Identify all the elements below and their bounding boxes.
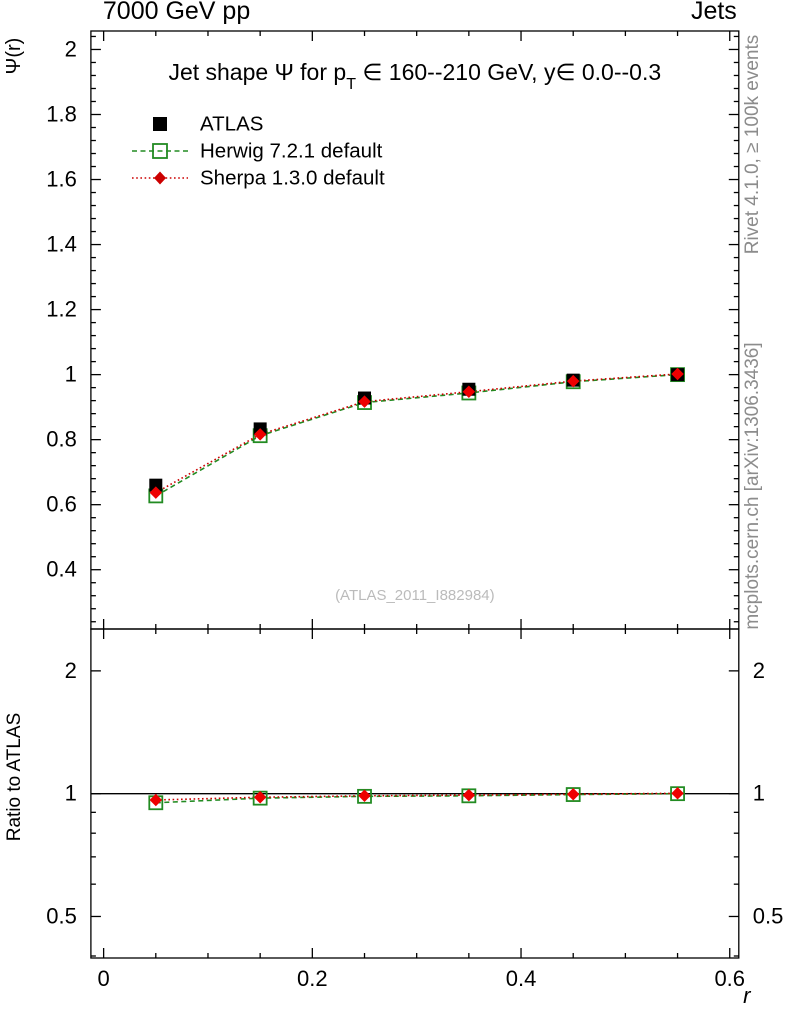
svg-text:0.4: 0.4 bbox=[506, 966, 537, 991]
svg-text:0: 0 bbox=[98, 966, 110, 991]
svg-text:2: 2 bbox=[753, 658, 765, 683]
svg-text:0.6: 0.6 bbox=[46, 492, 77, 517]
svg-text:1.8: 1.8 bbox=[46, 102, 77, 127]
svg-text:0.5: 0.5 bbox=[753, 903, 784, 928]
svg-text:mcplots.cern.ch [arXiv:1306.34: mcplots.cern.ch [arXiv:1306.3436] bbox=[742, 342, 763, 629]
svg-text:Ψ(r): Ψ(r) bbox=[3, 38, 25, 75]
svg-text:1: 1 bbox=[65, 781, 77, 806]
svg-text:1.2: 1.2 bbox=[46, 297, 77, 322]
svg-text:Rivet 4.1.0, ≥ 100k events: Rivet 4.1.0, ≥ 100k events bbox=[742, 35, 763, 255]
svg-text:1: 1 bbox=[753, 781, 765, 806]
svg-text:2: 2 bbox=[65, 658, 77, 683]
svg-text:0.6: 0.6 bbox=[714, 966, 745, 991]
svg-text:7000 GeV pp: 7000 GeV pp bbox=[103, 0, 250, 25]
svg-text:0.4: 0.4 bbox=[46, 557, 77, 582]
svg-text:1.6: 1.6 bbox=[46, 167, 77, 192]
svg-text:1.4: 1.4 bbox=[46, 232, 77, 257]
svg-text:Jets: Jets bbox=[691, 0, 737, 25]
svg-text:1: 1 bbox=[65, 362, 77, 387]
svg-text:Ratio to ATLAS: Ratio to ATLAS bbox=[4, 713, 25, 842]
svg-text:Sherpa 1.3.0 default: Sherpa 1.3.0 default bbox=[200, 167, 385, 190]
svg-text:ATLAS: ATLAS bbox=[200, 113, 263, 136]
svg-text:0.2: 0.2 bbox=[297, 966, 328, 991]
svg-text:0.5: 0.5 bbox=[46, 903, 77, 928]
svg-text:Herwig 7.2.1 default: Herwig 7.2.1 default bbox=[200, 140, 383, 163]
svg-text:2: 2 bbox=[65, 36, 77, 61]
svg-text:0.8: 0.8 bbox=[46, 427, 77, 452]
svg-text:(ATLAS_2011_I882984): (ATLAS_2011_I882984) bbox=[335, 587, 495, 604]
